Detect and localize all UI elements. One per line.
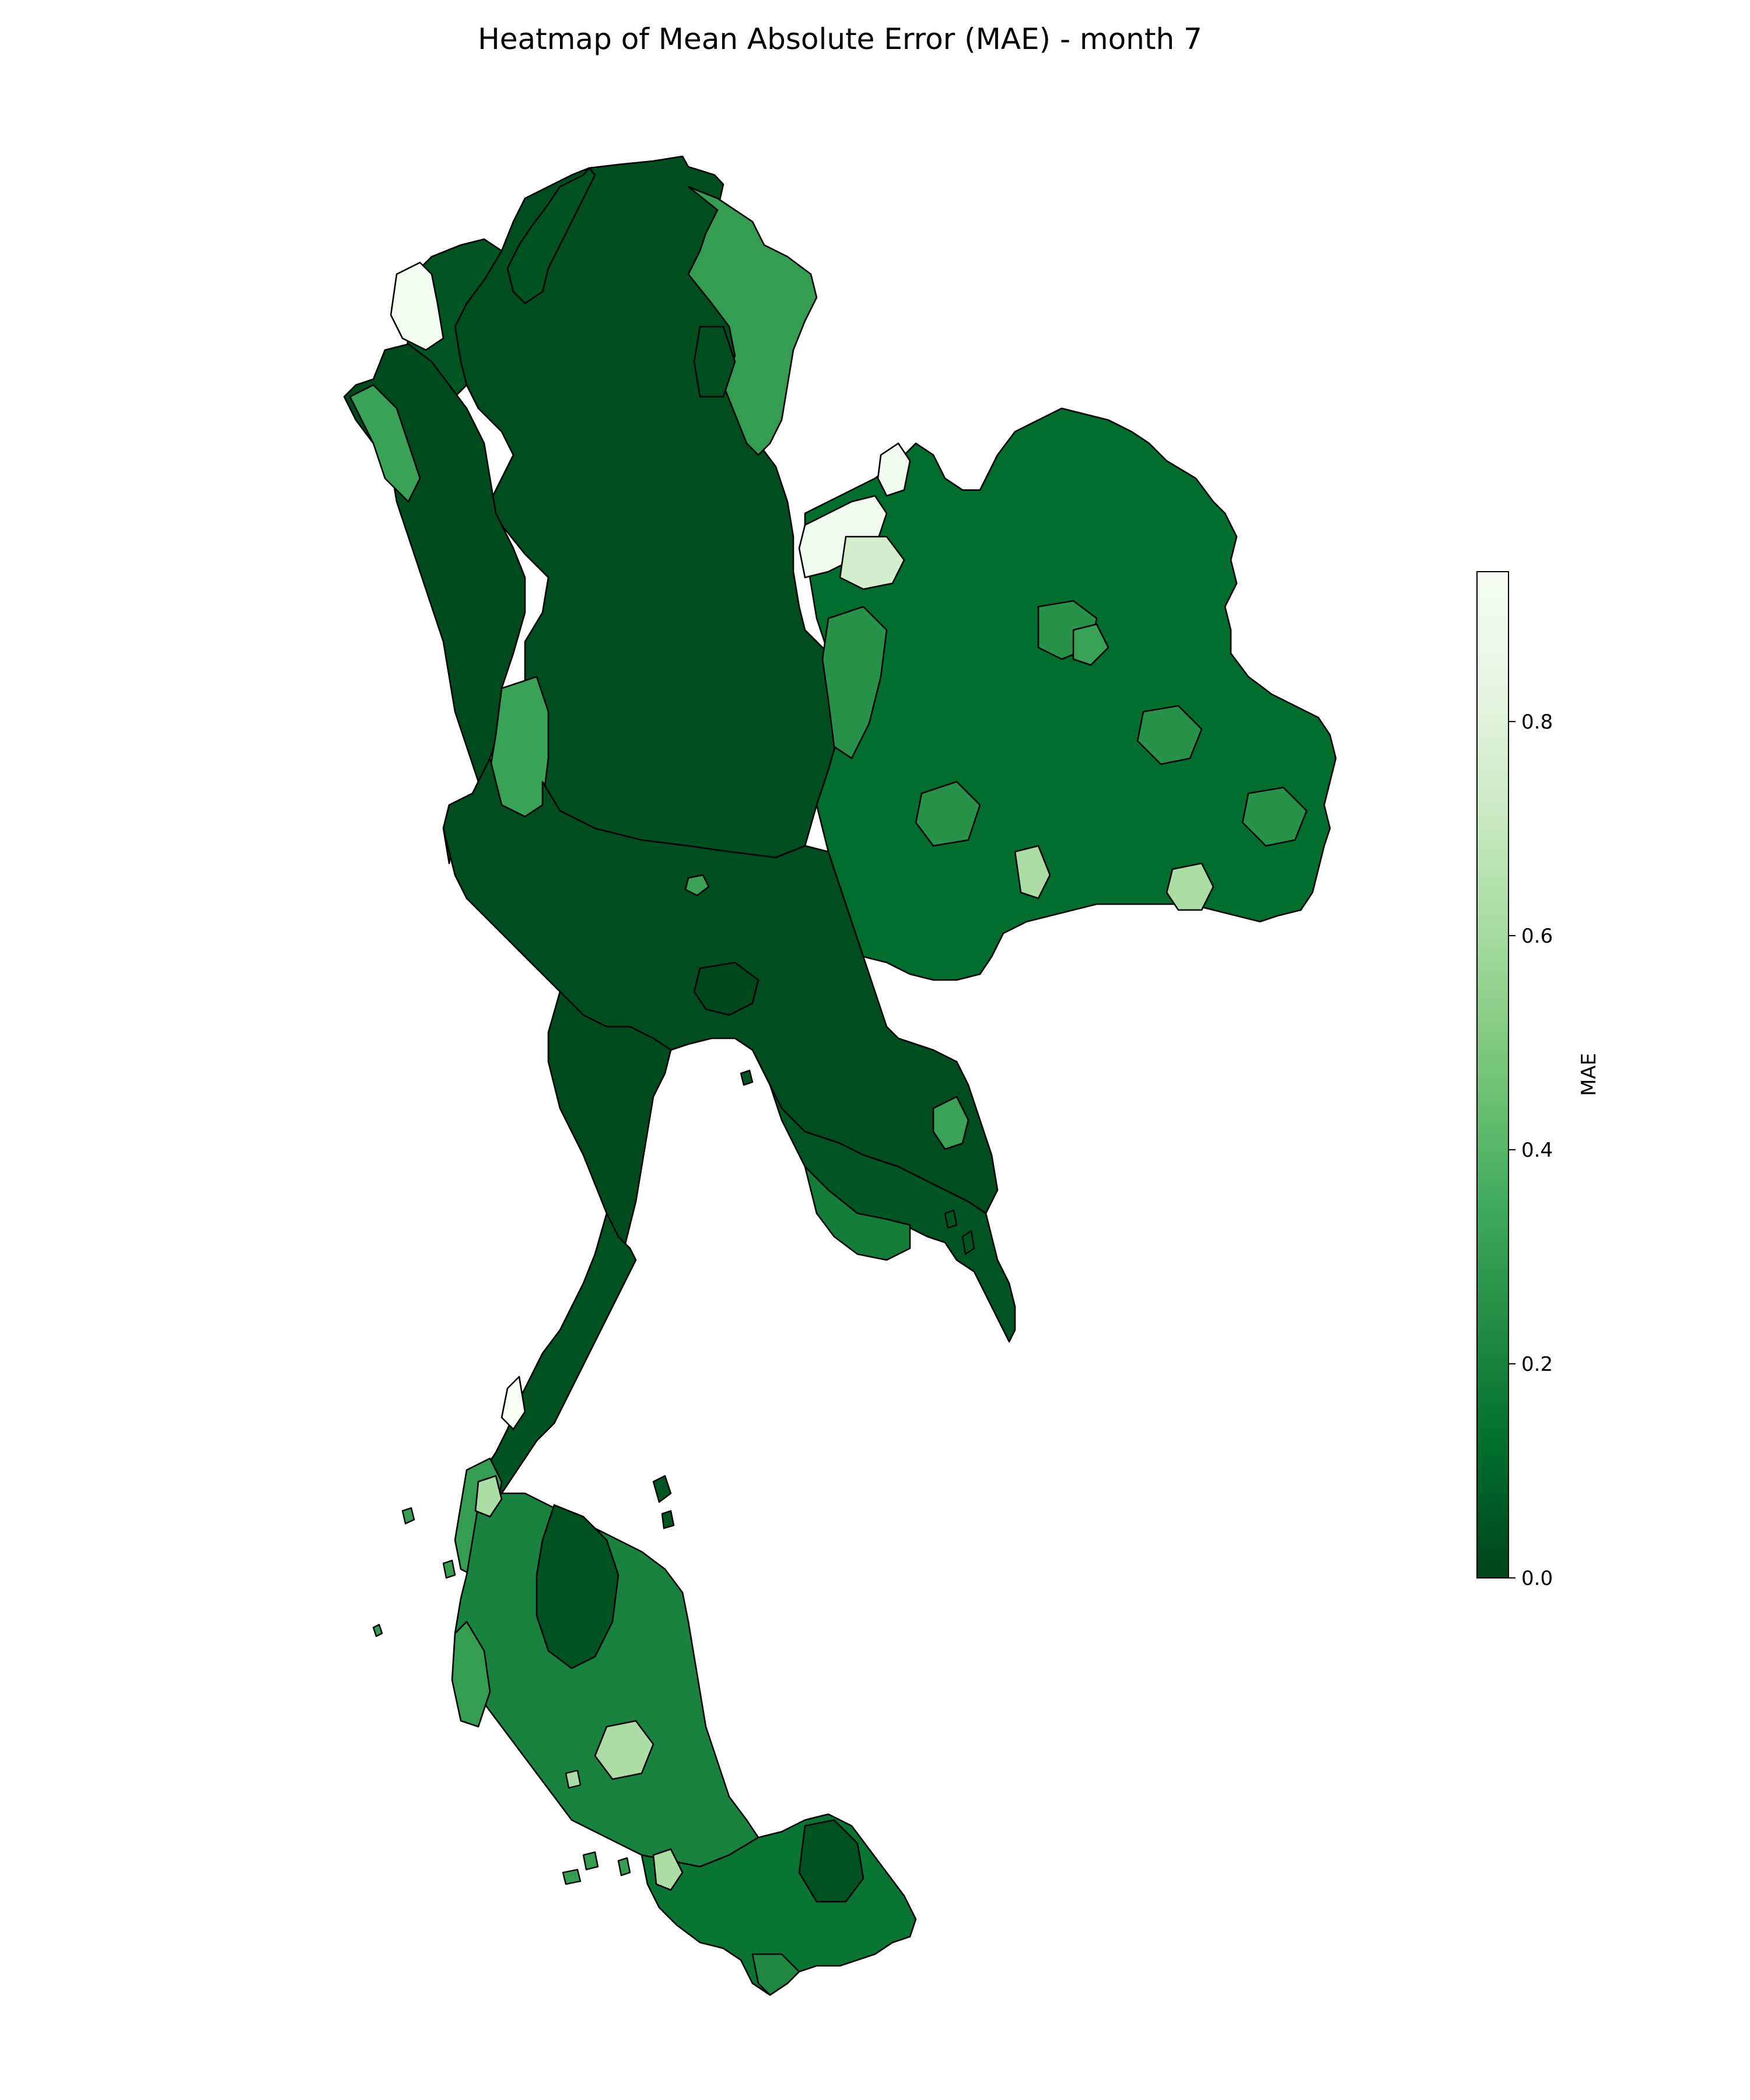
island-east-a[interactable] bbox=[961, 1230, 975, 1255]
region-east-coast-light[interactable] bbox=[932, 1096, 970, 1150]
region-north-east-lobe[interactable] bbox=[687, 186, 818, 456]
region-central-light-patch[interactable] bbox=[684, 874, 710, 897]
region-northeast-patch-e[interactable] bbox=[1166, 862, 1214, 911]
region-south-west-coast-high-error[interactable] bbox=[501, 1376, 526, 1430]
colorbar-gradient bbox=[1476, 571, 1509, 1578]
island-andaman-b[interactable] bbox=[442, 1559, 456, 1579]
region-bangkok-metro[interactable] bbox=[693, 961, 760, 1016]
island-andaman-c[interactable] bbox=[372, 1623, 383, 1637]
colorbar-tick-label: 0.4 bbox=[1521, 1139, 1553, 1162]
region-deep-south-east[interactable] bbox=[798, 1819, 864, 1903]
region-northeast-plateau[interactable] bbox=[804, 407, 1337, 981]
region-south-light-patch[interactable] bbox=[594, 1720, 654, 1780]
region-northeast-patch-f[interactable] bbox=[915, 780, 981, 847]
colorbar-tick-label: 0.8 bbox=[1521, 710, 1553, 734]
island-andaman-g[interactable] bbox=[617, 1857, 631, 1877]
island-east-b[interactable] bbox=[944, 1209, 958, 1229]
colorbar-label: MAE bbox=[1577, 1053, 1601, 1096]
island-gulf-a[interactable] bbox=[652, 1475, 672, 1503]
region-northeast-patch-c[interactable] bbox=[1136, 705, 1203, 765]
region-north-west-high-error[interactable] bbox=[390, 261, 444, 351]
region-northeast-light-patch[interactable] bbox=[839, 536, 905, 590]
map-title: Heatmap of Mean Absolute Error (MAE) - m… bbox=[478, 22, 1202, 56]
region-deep-south-tip[interactable] bbox=[751, 1953, 800, 1996]
colorbar-tick-label: 0.0 bbox=[1521, 1567, 1553, 1590]
colorbar-tick-label: 0.2 bbox=[1521, 1353, 1553, 1376]
region-gulf-west-coast[interactable] bbox=[547, 991, 672, 1250]
region-deep-south-light[interactable] bbox=[652, 1848, 684, 1891]
region-south-isthmus[interactable] bbox=[477, 1212, 637, 1506]
region-south-west-light[interactable] bbox=[474, 1475, 503, 1518]
region-far-north[interactable] bbox=[506, 167, 596, 304]
region-northeast-mekong-top[interactable] bbox=[877, 442, 911, 497]
region-northeast-west-edge[interactable] bbox=[821, 606, 888, 760]
island-andaman-f[interactable] bbox=[562, 1868, 582, 1885]
island-andaman-d[interactable] bbox=[565, 1769, 582, 1789]
region-south-west-coast-lower[interactable] bbox=[451, 1620, 491, 1728]
island-gulf-b[interactable] bbox=[661, 1510, 675, 1530]
island-andaman-e[interactable] bbox=[582, 1851, 599, 1871]
region-east-coast-south[interactable] bbox=[804, 1166, 911, 1261]
region-south-central-dark[interactable] bbox=[536, 1504, 620, 1670]
region-west-border-patch-north[interactable] bbox=[349, 384, 421, 503]
region-northeast-patch-b[interactable] bbox=[1072, 623, 1110, 666]
region-north-east-lobe-patch[interactable] bbox=[693, 326, 736, 398]
thailand-choropleth-map bbox=[343, 155, 1337, 1996]
colorbar: 0.0 0.2 0.4 0.6 0.8 MAE bbox=[1476, 571, 1601, 1590]
colorbar-ticks: 0.0 0.2 0.4 0.6 0.8 bbox=[1508, 710, 1553, 1590]
region-northeast-patch-g[interactable] bbox=[1241, 786, 1308, 847]
region-northeast-patch-d[interactable] bbox=[1014, 845, 1051, 900]
colorbar-tick-label: 0.6 bbox=[1521, 925, 1553, 948]
island-andaman-a[interactable] bbox=[401, 1507, 415, 1525]
island-gulf-c[interactable] bbox=[740, 1069, 754, 1086]
